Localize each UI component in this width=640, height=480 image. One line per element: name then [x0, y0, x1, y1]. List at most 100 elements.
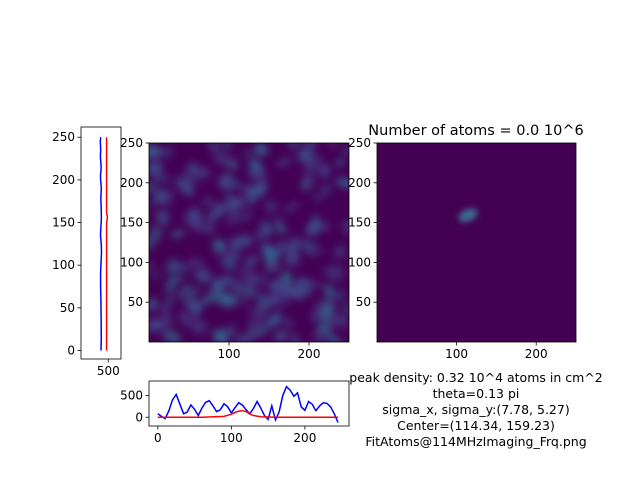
raw-image-noise-blob [198, 166, 211, 179]
raw-image-noise-blob [265, 249, 280, 260]
vertical-profile-panel: 0 50 100 150 200 250 500 [52, 126, 122, 378]
raw-image-noise-blob [205, 289, 224, 304]
raw-image-noise-blob [307, 224, 314, 236]
raw-image-noise-blob [209, 143, 219, 152]
raw-image-noise-blob [316, 246, 323, 254]
raw-image-noise-blob [325, 286, 334, 300]
horizontal-profile-frame [148, 380, 350, 427]
raw-image-noise-blob [149, 143, 160, 159]
raw-image-noise-blob [192, 212, 205, 228]
raw-image-noise-blob [340, 302, 349, 314]
raw-image-noise-blob [344, 146, 349, 154]
raw-image-noise-blob [341, 219, 349, 235]
horizontal-profile-y-tick-label: 500 [120, 388, 143, 402]
raw-image-noise-blob [180, 311, 189, 327]
fit-image-title: Number of atoms = 0.0 10^6 [368, 123, 583, 139]
raw-image-noise-blob [327, 267, 345, 282]
raw-image-noise-blob [246, 332, 256, 341]
fit-info: peak density: 0.32 10^4 atoms in cm^2 th… [349, 370, 602, 449]
raw-image-noise-blob [203, 269, 211, 280]
vertical-profile-y-tick-label: 100 [52, 258, 75, 272]
raw-image-noise-blob [191, 258, 205, 267]
raw-image-noise-blob [153, 191, 166, 202]
raw-image-noise-blob [264, 200, 277, 213]
raw-image-noise-blob [299, 277, 316, 291]
raw-image-noise-blob [187, 259, 195, 267]
raw-image-noise-blob [312, 193, 322, 202]
raw-image-noise-blob [277, 160, 286, 167]
horizontal-profile-red-line [157, 409, 338, 419]
raw-image-noise-blob [302, 173, 314, 184]
raw-image-noise-blob [249, 159, 261, 167]
raw-image-noise-blob [214, 153, 227, 165]
raw-image-noise-blob [165, 144, 173, 160]
raw-image-noise-blob [230, 181, 242, 189]
raw-image-noise-blob [244, 287, 254, 299]
raw-image-noise-blob [203, 196, 213, 208]
raw-image-noise-blob [160, 221, 169, 227]
raw-image-noise-blob [245, 277, 257, 288]
raw-image-noise-blob [265, 315, 283, 328]
raw-image-noise-blob [249, 307, 268, 322]
horizontal-profile-plot [157, 385, 339, 423]
raw-image-noise-blob [272, 216, 284, 225]
fit-image-y-tick-label: 200 [348, 176, 371, 190]
vertical-profile-plot [99, 137, 109, 351]
raw-image-noise-blob [149, 181, 158, 193]
raw-image-y-tick-label: 100 [120, 255, 143, 269]
horizontal-profile-x-ticks: 0 100 200 [154, 426, 316, 445]
raw-image-noise-blob [306, 240, 317, 251]
raw-image-noise-blob [322, 266, 341, 274]
raw-image-noise-blob [170, 230, 185, 238]
raw-image-noise-blob [239, 214, 250, 222]
fit-info-sigma: sigma_x, sigma_y:(7.78, 5.27) [382, 402, 569, 417]
raw-image-noise-blob [286, 239, 305, 251]
raw-image-noise-blob [156, 175, 171, 183]
fit-image-y-tick-label: 100 [348, 255, 371, 269]
raw-image-noise-blob [187, 162, 199, 174]
raw-image-noise-blob [226, 163, 239, 169]
vertical-profile-x-ticks: 500 [97, 359, 120, 378]
raw-image-noise-blob [225, 325, 236, 335]
raw-image-noise-blob [335, 313, 348, 327]
raw-image-noise-blob [301, 243, 316, 257]
fit-image-y-tick-label: 150 [348, 216, 371, 230]
raw-image-noise-blob [231, 287, 246, 295]
raw-image-noise-blob [335, 290, 345, 301]
raw-image-noise-blob [257, 298, 272, 312]
vertical-profile-y-tick-label: 150 [52, 216, 75, 230]
raw-image-noise-blob [161, 305, 170, 316]
vertical-profile-y-tick-label: 50 [60, 301, 75, 315]
raw-image-noise-blob [310, 311, 322, 322]
horizontal-profile-panel: 0 500 0 100 200 [120, 380, 350, 445]
raw-image-noise-blob [292, 246, 301, 260]
raw-image-noise-blob [279, 270, 292, 286]
raw-image-noise-blob [243, 150, 253, 158]
raw-image-noise-blob [312, 154, 323, 165]
vertical-profile-x-tick-label: 500 [97, 364, 120, 378]
fit-image-y-tick-label: 50 [356, 295, 371, 309]
fit-image-panel: Number of atoms = 0.0 10^6 50 100 150 200 25… [348, 123, 584, 361]
raw-image-noise-blob [324, 327, 334, 340]
raw-image-noise-blob [221, 275, 233, 287]
raw-image-noise-blob [248, 169, 263, 180]
raw-image-noise-blob [149, 297, 157, 311]
raw-image-noise-blob [318, 164, 332, 178]
raw-image-noise [149, 143, 349, 342]
raw-image-noise-blob [213, 329, 229, 342]
raw-image-noise-blob [215, 247, 233, 257]
raw-image-noise-blob [275, 241, 288, 253]
fit-image-y-tick-label: 250 [348, 136, 371, 150]
horizontal-profile-blue-line [157, 385, 339, 423]
raw-image-noise-blob [276, 223, 286, 234]
raw-image-noise-blob [339, 178, 349, 189]
raw-image-noise-blob [335, 157, 346, 168]
raw-image-noise-blob [162, 314, 174, 327]
raw-image-y-tick-label: 250 [120, 136, 143, 150]
raw-image-noise-blob [165, 279, 177, 295]
horizontal-profile-x-tick-label: 200 [293, 431, 316, 445]
raw-image-noise-blob [282, 284, 299, 297]
raw-image-noise-blob [274, 331, 285, 342]
raw-image-noise-blob [186, 212, 194, 230]
